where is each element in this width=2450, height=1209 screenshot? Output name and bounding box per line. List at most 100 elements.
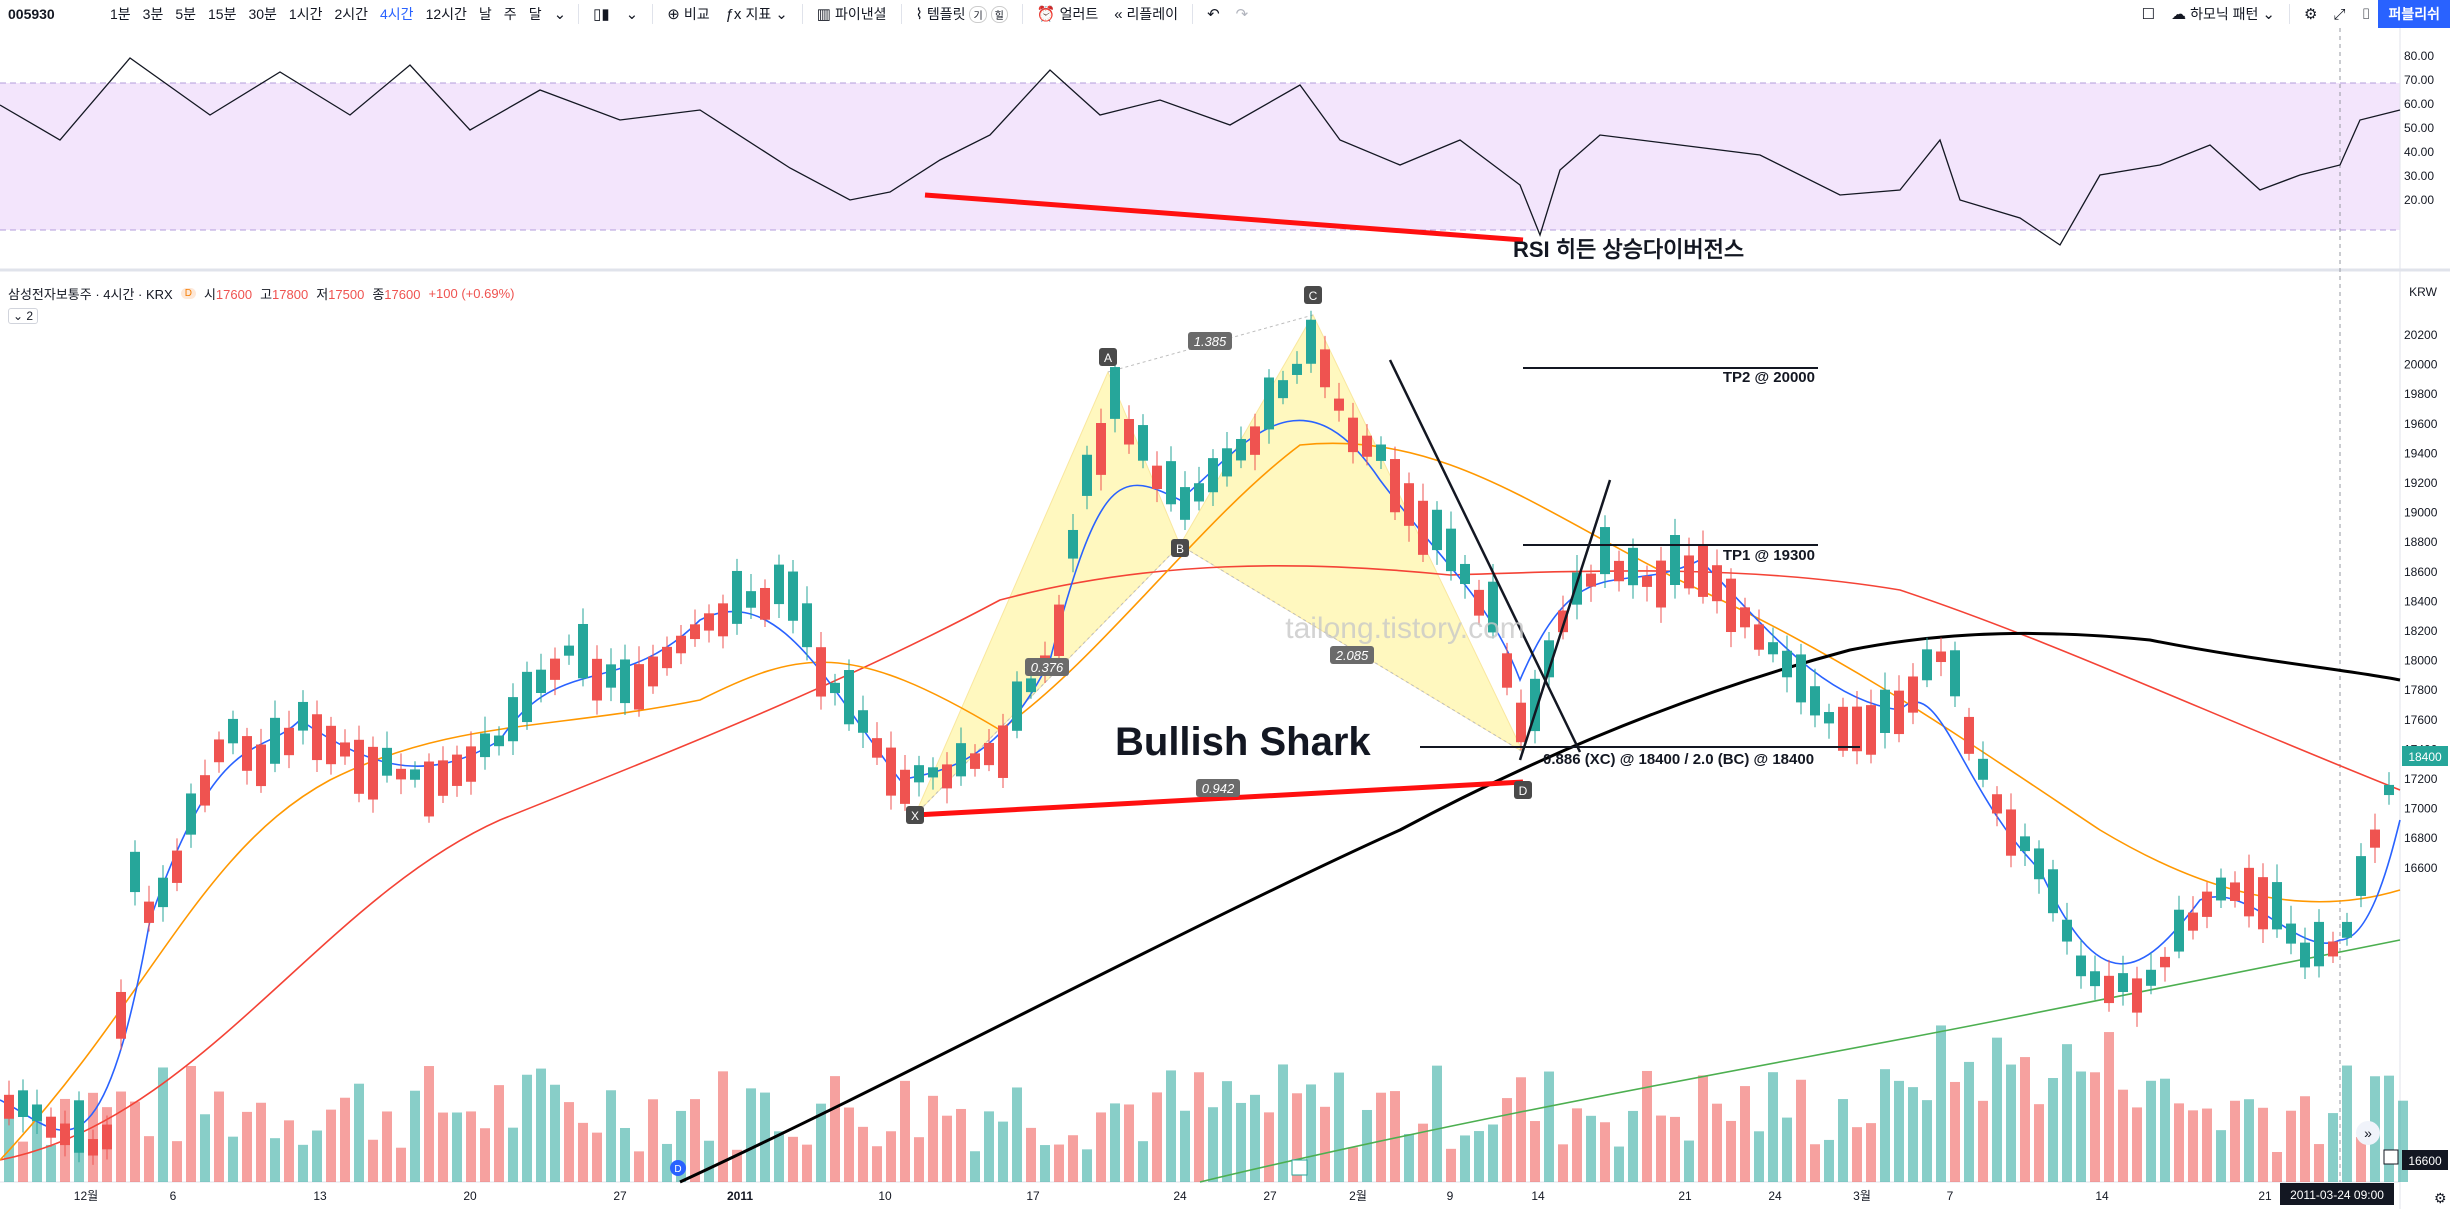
tf-15m[interactable]: 15분 [208, 6, 237, 22]
divider [801, 4, 803, 24]
candle-body [1334, 398, 1344, 411]
volume-bar [802, 1144, 812, 1182]
price-tick-label: 17800 [2404, 683, 2438, 697]
chevron-down-icon[interactable]: ⌄ [553, 6, 567, 23]
volume-bar [858, 1126, 868, 1182]
harmonic-pattern-button[interactable]: ☁ 하모닉 패턴 ⌄ [2163, 4, 2283, 24]
indicator-collapse-button[interactable]: ⌄ 2 [8, 308, 39, 324]
candle-body [410, 769, 420, 780]
camera-icon[interactable]: ⌷ [2361, 5, 2371, 23]
candle-body [774, 564, 784, 605]
volume-bar [592, 1132, 602, 1182]
volume-bar [368, 1139, 378, 1182]
point-x-box[interactable] [906, 806, 924, 824]
financials-button[interactable]: ▥ 파이낸셜 [809, 4, 895, 24]
trendline-down[interactable] [1388, 359, 1582, 753]
close-value: 17600 [384, 287, 421, 302]
candle-body [928, 767, 938, 778]
replay-button[interactable]: «리플레이 [1106, 4, 1186, 24]
currency-label[interactable]: KRW [2409, 285, 2437, 299]
candles-icon[interactable]: ▯▮ [593, 6, 610, 23]
volume-bar [1614, 1146, 1624, 1182]
tf-1m[interactable]: 1분 [110, 6, 131, 22]
volume-bar [1418, 1123, 1428, 1182]
chart-settings-icon[interactable]: ⚙ [2434, 1190, 2447, 1206]
chevron-down-icon[interactable]: ⌄ [625, 6, 639, 23]
scroll-right-icon[interactable] [2356, 1121, 2380, 1145]
close-label: 종 [372, 287, 385, 302]
volume-bar [494, 1085, 504, 1182]
candle-body [2076, 955, 2086, 977]
volume-bar [2118, 1089, 2128, 1182]
tf-5m[interactable]: 5분 [175, 6, 197, 22]
candle-body [2104, 975, 2114, 1004]
redo-icon[interactable]: ↷ [1235, 6, 1249, 23]
symbol-search[interactable]: 005930 [8, 6, 55, 22]
volume-bar [1642, 1070, 1652, 1182]
templates-button[interactable]: ⌇ 템플릿 기 힐 [908, 4, 1016, 24]
gear-icon[interactable]: ⚙ [2303, 6, 2318, 23]
candle-body [1236, 438, 1246, 461]
pattern-points[interactable]: X A B C D [906, 286, 1532, 824]
time-tick-label: 7 [1947, 1189, 1954, 1203]
tf-12h[interactable]: 12시간 [425, 6, 467, 22]
volume-bar [228, 1136, 238, 1182]
tf-day[interactable]: 날 [478, 6, 492, 22]
indicators-button[interactable]: ƒx 지표 ⌄ [718, 4, 796, 24]
rsi-tick-label: 70.00 [2404, 73, 2434, 87]
fullscreen-icon[interactable]: ⤢ [2333, 5, 2346, 23]
volume-bar [2104, 1032, 2114, 1182]
undo-icon[interactable]: ↶ [1207, 6, 1220, 23]
volume-bar [382, 1111, 392, 1182]
time-tick-label: 14 [2095, 1189, 2109, 1203]
legend-title[interactable]: 삼성전자보통주 · 4시간 · KRX [8, 287, 173, 302]
tf-3m[interactable]: 3분 [142, 6, 164, 22]
chart-canvas[interactable]: 80.00 70.00 60.00 50.00 40.00 30.00 20.00 tail… [0, 28, 2450, 1209]
cloud-icon: ☁ [2171, 6, 2187, 23]
tf-month[interactable]: 달 [528, 6, 542, 22]
volume-bar [1810, 1144, 1820, 1182]
dividend-marker-icon[interactable] [670, 1160, 686, 1176]
legend-close: 종17600 [372, 284, 420, 303]
volume-bar [452, 1112, 462, 1182]
candle-body [1978, 758, 1988, 780]
layout-square-icon[interactable]: ☐ [2141, 6, 2156, 23]
candle-body [858, 710, 868, 733]
candle-body [1264, 377, 1274, 430]
price-tick-label: 18600 [2404, 565, 2438, 579]
volume-bar [1222, 1081, 1232, 1182]
time-axis[interactable]: 12월 6 13 20 27 2011 10 17 24 27 2월 9 14 21 24 3월 7 14 21 [74, 1189, 2272, 1203]
candle-body [900, 769, 910, 804]
compare-button[interactable]: ⊕ 비교 [659, 4, 717, 24]
tf-4h[interactable]: 4시간 [380, 6, 414, 22]
earnings-marker-icon[interactable] [1291, 1159, 1308, 1176]
tf-week[interactable]: 주 [503, 6, 517, 22]
point-d: D [1519, 784, 1528, 798]
tf-2h[interactable]: 2시간 [334, 6, 369, 22]
point-a-box[interactable] [1099, 348, 1117, 366]
tf-1h[interactable]: 1시간 [288, 6, 323, 22]
tf-30m[interactable]: 30분 [248, 6, 277, 22]
candle-body [1614, 560, 1624, 582]
rsi-divergence-label: RSI 히든 상승다이버전스 [1513, 237, 1744, 262]
point-d-box[interactable] [1514, 781, 1532, 799]
rsi-band [0, 83, 2400, 230]
point-c-box[interactable] [1304, 286, 1322, 304]
candle-body [1936, 651, 1946, 663]
volume-bar [2314, 1144, 2324, 1182]
publish-button[interactable]: 퍼블리쉬 [2378, 0, 2450, 28]
volume-bar [886, 1131, 896, 1182]
price-divergence-line[interactable] [914, 779, 1524, 818]
rsi-divergence-line[interactable] [924, 192, 1524, 243]
auto-scale-icon[interactable] [2383, 1149, 2399, 1165]
trendline-up[interactable] [1518, 479, 1612, 761]
volume-bar [2090, 1072, 2100, 1182]
candle-body [606, 664, 616, 688]
point-b-box[interactable] [1171, 539, 1189, 557]
candle-body [984, 742, 994, 766]
candle-body [382, 747, 392, 776]
alert-button[interactable]: ⏰ 얼러트 [1029, 4, 1106, 24]
price-axis[interactable]: 20200 20000 19800 19600 19400 19200 19000 18800… [2404, 328, 2438, 875]
candle-body [760, 587, 770, 620]
candle-body [116, 991, 126, 1039]
